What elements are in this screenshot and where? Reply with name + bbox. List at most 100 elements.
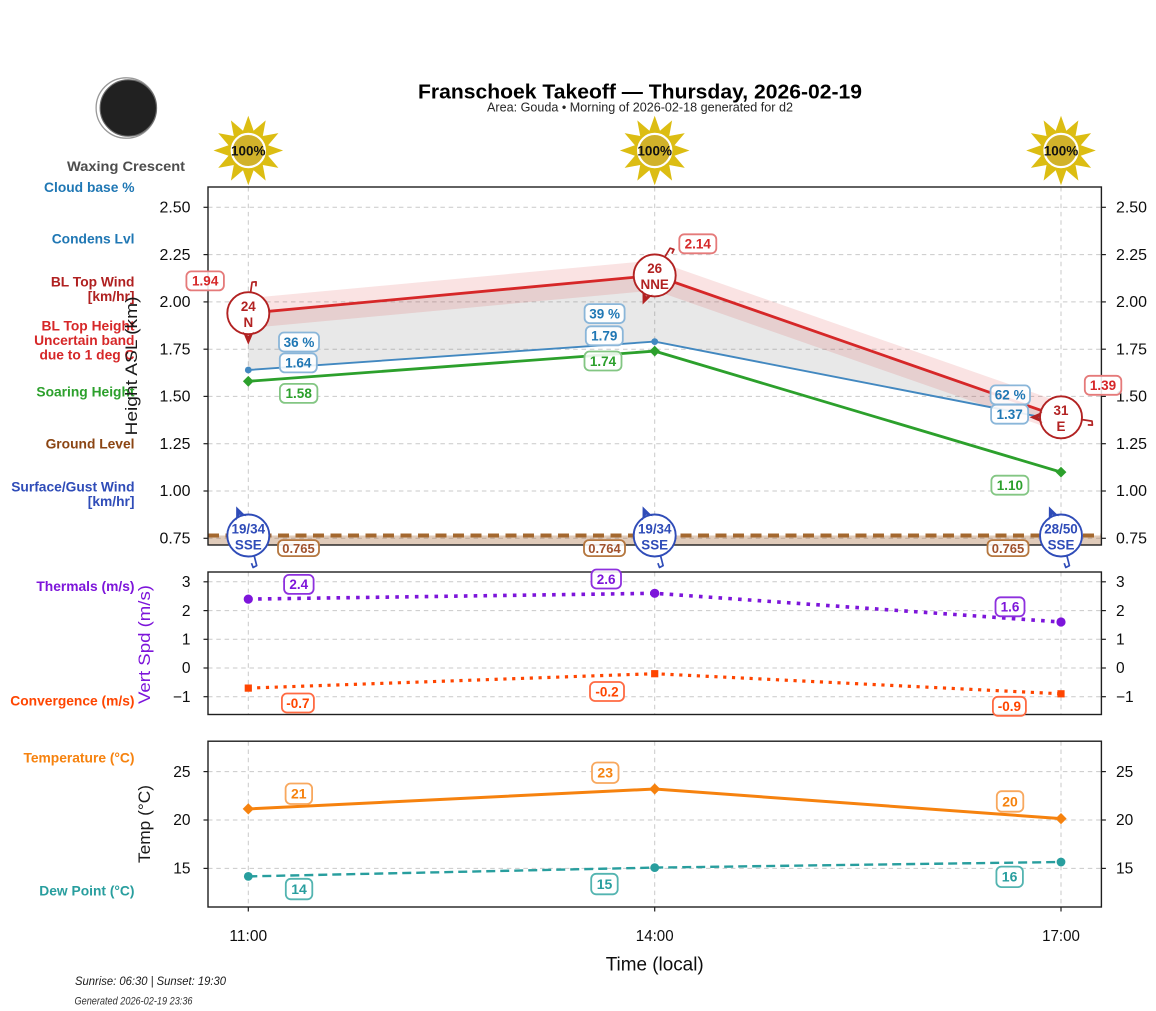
svg-text:100%: 100% (637, 143, 672, 158)
svg-text:23: 23 (597, 765, 613, 781)
svg-text:1.50: 1.50 (160, 389, 191, 406)
svg-text:3: 3 (182, 574, 191, 591)
svg-text:1.74: 1.74 (590, 354, 617, 369)
svg-text:SSE: SSE (641, 537, 668, 552)
svg-text:Temperature (°C): Temperature (°C) (23, 751, 134, 766)
svg-text:BL Top Height: BL Top Height (42, 318, 135, 333)
svg-text:28/50: 28/50 (1044, 521, 1078, 536)
svg-text:1.10: 1.10 (997, 478, 1023, 493)
svg-text:Soaring Height: Soaring Height (36, 385, 135, 400)
svg-text:2.00: 2.00 (160, 294, 191, 311)
svg-text:25: 25 (173, 764, 190, 781)
svg-text:Franschoek Takeoff — Thursday,: Franschoek Takeoff — Thursday, 2026-02-1… (418, 82, 862, 104)
svg-text:[km/hr]: [km/hr] (88, 494, 135, 509)
svg-text:36 %: 36 % (284, 335, 315, 350)
svg-text:Condens Lvl: Condens Lvl (52, 232, 135, 247)
svg-text:1.25: 1.25 (1116, 436, 1147, 453)
svg-text:1.39: 1.39 (1090, 378, 1116, 393)
svg-text:100%: 100% (1044, 143, 1079, 158)
svg-text:Area: Gouda • Morning of 2026-: Area: Gouda • Morning of 2026-02-18 gene… (487, 101, 793, 115)
svg-text:−1: −1 (1116, 689, 1134, 706)
svg-text:2.50: 2.50 (160, 200, 191, 217)
svg-text:[km/hr]: [km/hr] (88, 289, 135, 304)
svg-text:Generated 2026-02-19 23:36: Generated 2026-02-19 23:36 (75, 996, 194, 1008)
svg-text:N: N (243, 315, 253, 330)
svg-text:due to 1 deg C: due to 1 deg C (39, 347, 134, 362)
svg-text:100%: 100% (231, 143, 266, 158)
svg-text:25: 25 (1116, 764, 1133, 781)
svg-text:39 %: 39 % (589, 306, 620, 321)
svg-text:Vert Spd (m/s): Vert Spd (m/s) (135, 585, 154, 704)
svg-text:20: 20 (1116, 812, 1134, 829)
svg-text:NNE: NNE (641, 277, 669, 292)
svg-text:1.94: 1.94 (192, 274, 219, 289)
svg-text:-0.9: -0.9 (998, 699, 1021, 714)
svg-text:Time (local): Time (local) (606, 955, 704, 976)
svg-text:Waxing Crescent: Waxing Crescent (67, 158, 185, 174)
svg-text:15: 15 (597, 876, 613, 892)
svg-text:0: 0 (182, 660, 191, 677)
svg-text:14: 14 (291, 881, 307, 897)
svg-text:Surface/Gust Wind: Surface/Gust Wind (11, 480, 134, 495)
svg-text:1.79: 1.79 (591, 329, 617, 344)
svg-text:14:00: 14:00 (636, 928, 674, 945)
svg-text:1.6: 1.6 (1001, 600, 1020, 615)
svg-text:Height ASL (km): Height ASL (km) (122, 297, 141, 436)
svg-text:1.25: 1.25 (160, 436, 191, 453)
svg-text:2.00: 2.00 (1116, 294, 1147, 311)
svg-text:-0.7: -0.7 (286, 696, 309, 711)
svg-text:20: 20 (1002, 793, 1018, 809)
svg-text:Uncertain band: Uncertain band (34, 333, 134, 348)
svg-text:2.4: 2.4 (289, 577, 308, 592)
svg-text:31: 31 (1054, 403, 1069, 418)
svg-text:0.765: 0.765 (992, 541, 1025, 556)
svg-text:2.14: 2.14 (685, 237, 712, 252)
svg-text:Sunrise: 06:30 | Sunset: 19:30: Sunrise: 06:30 | Sunset: 19:30 (75, 974, 226, 988)
svg-text:1.00: 1.00 (160, 483, 191, 500)
svg-text:1: 1 (1116, 632, 1125, 649)
svg-text:2: 2 (182, 603, 191, 620)
svg-text:Thermals (m/s): Thermals (m/s) (36, 579, 134, 594)
svg-text:21: 21 (291, 786, 307, 802)
svg-text:2.25: 2.25 (160, 247, 191, 264)
svg-text:BL Top Wind: BL Top Wind (51, 275, 135, 290)
svg-text:20: 20 (173, 812, 191, 829)
svg-text:15: 15 (1116, 861, 1133, 878)
svg-text:2: 2 (1116, 603, 1125, 620)
svg-text:Dew Point (°C): Dew Point (°C) (39, 884, 134, 899)
svg-text:19/34: 19/34 (638, 521, 672, 536)
svg-text:26: 26 (647, 261, 662, 276)
svg-text:0.75: 0.75 (160, 531, 191, 548)
svg-text:-0.2: -0.2 (595, 684, 618, 699)
svg-text:16: 16 (1002, 869, 1018, 885)
svg-text:−1: −1 (173, 689, 191, 706)
svg-text:62 %: 62 % (995, 388, 1026, 403)
svg-text:SSE: SSE (235, 537, 262, 552)
svg-text:1.75: 1.75 (160, 341, 191, 358)
svg-text:19/34: 19/34 (232, 521, 266, 536)
svg-text:E: E (1057, 419, 1066, 434)
svg-text:11:00: 11:00 (229, 928, 267, 945)
svg-text:1.50: 1.50 (1116, 389, 1147, 406)
svg-text:3: 3 (1116, 574, 1125, 591)
svg-text:2.50: 2.50 (1116, 200, 1147, 217)
svg-text:1.37: 1.37 (996, 407, 1022, 422)
svg-text:1.00: 1.00 (1116, 483, 1147, 500)
svg-text:Ground Level: Ground Level (46, 437, 135, 452)
svg-text:1.58: 1.58 (286, 386, 313, 401)
svg-text:Cloud base %: Cloud base % (44, 180, 134, 195)
svg-text:0: 0 (1116, 660, 1125, 677)
svg-text:Convergence (m/s): Convergence (m/s) (10, 694, 134, 709)
svg-text:0.764: 0.764 (588, 541, 621, 556)
svg-text:17:00: 17:00 (1042, 928, 1080, 945)
svg-text:1: 1 (182, 632, 191, 649)
svg-text:0.75: 0.75 (1116, 531, 1147, 548)
svg-text:15: 15 (173, 861, 190, 878)
svg-text:Temp (°C): Temp (°C) (135, 785, 154, 863)
svg-text:SSE: SSE (1048, 537, 1075, 552)
svg-text:0.765: 0.765 (282, 541, 315, 556)
svg-text:1.64: 1.64 (285, 356, 312, 371)
svg-text:24: 24 (241, 299, 256, 314)
svg-text:2.25: 2.25 (1116, 247, 1147, 264)
svg-text:2.6: 2.6 (597, 572, 616, 587)
